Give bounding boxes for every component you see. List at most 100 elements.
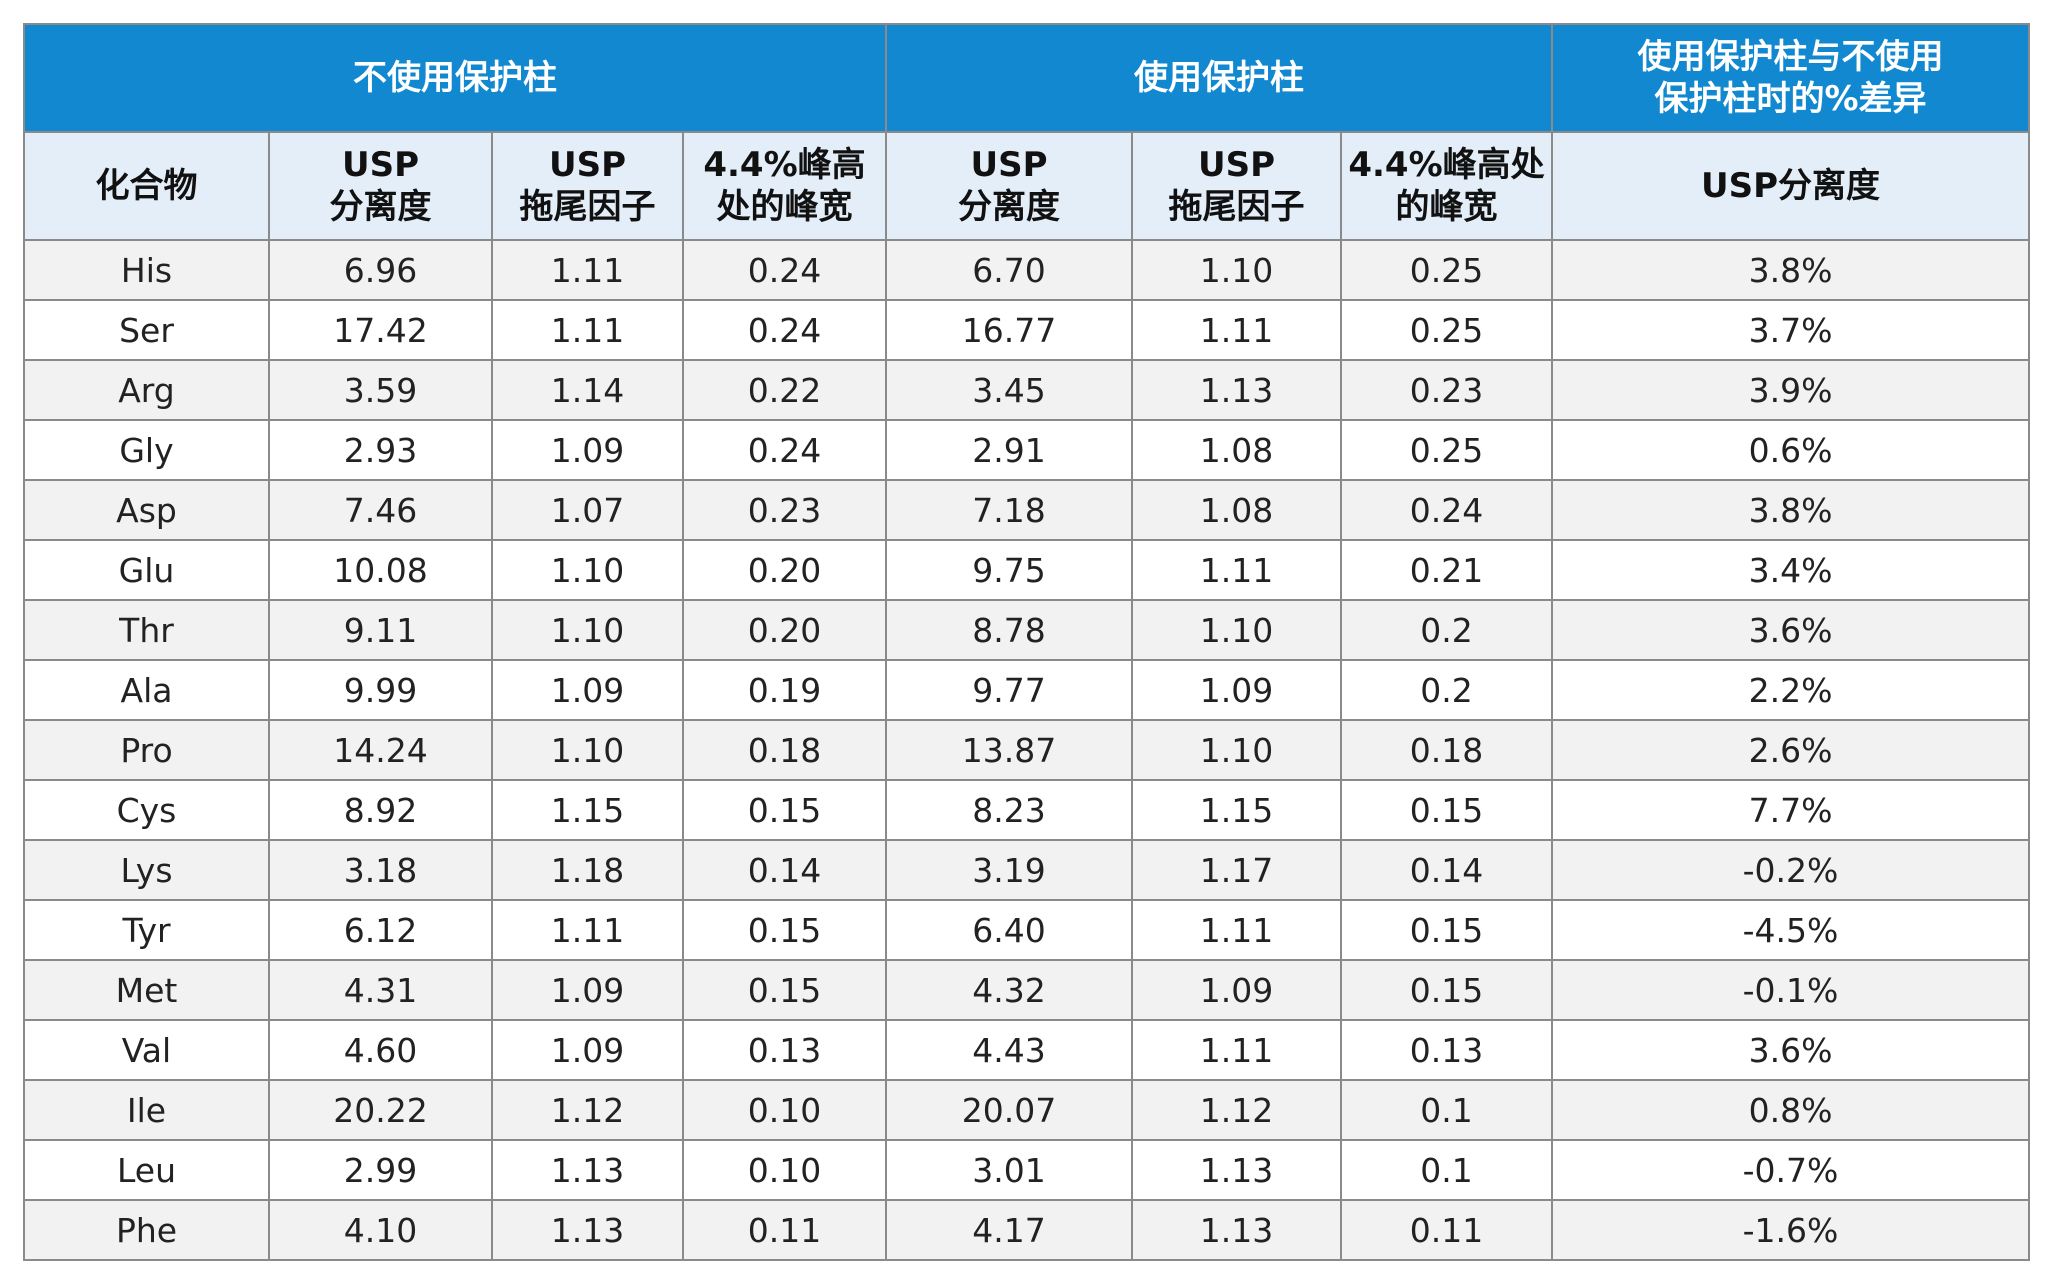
cell-compound: Met xyxy=(23,959,270,1021)
table-row: Lys 3.18 1.18 0.14 3.19 1.17 0.14 -0.2% xyxy=(23,839,2031,901)
column-header-peak-width-without: 4.4%峰高 处的峰宽 xyxy=(682,131,887,241)
cell-tailing-without: 1.10 xyxy=(491,539,684,601)
cell-resolution-difference: -4.5% xyxy=(1551,899,2031,961)
column-header-row: 化合物 USP 分离度 USP 拖尾因子 4.4%峰高 处的峰宽 USP 分离度… xyxy=(23,131,2031,241)
cell-resolution-with: 3.01 xyxy=(885,1139,1133,1201)
cell-tailing-with: 1.11 xyxy=(1131,1019,1342,1081)
cell-peak-width-without: 0.24 xyxy=(682,239,887,301)
cell-compound: Cys xyxy=(23,779,270,841)
cell-compound: Arg xyxy=(23,359,270,421)
cell-peak-width-without: 0.24 xyxy=(682,299,887,361)
cell-resolution-with: 9.75 xyxy=(885,539,1133,601)
cell-tailing-without: 1.13 xyxy=(491,1199,684,1261)
cell-peak-width-with: 0.24 xyxy=(1339,479,1554,541)
cell-peak-width-without: 0.23 xyxy=(682,479,887,541)
cell-resolution-with: 3.45 xyxy=(885,359,1133,421)
cell-resolution-with: 20.07 xyxy=(885,1079,1133,1141)
cell-resolution-difference: 7.7% xyxy=(1551,779,2031,841)
cell-tailing-without: 1.11 xyxy=(491,239,684,301)
table-row: Ile 20.22 1.12 0.10 20.07 1.12 0.1 0.8% xyxy=(23,1079,2031,1141)
cell-compound: Leu xyxy=(23,1139,270,1201)
cell-resolution-without: 8.92 xyxy=(268,779,493,841)
table-row: Thr 9.11 1.10 0.20 8.78 1.10 0.2 3.6% xyxy=(23,599,2031,661)
cell-resolution-difference: 2.6% xyxy=(1551,719,2031,781)
comparison-table: 不使用保护柱 使用保护柱 使用保护柱与不使用 保护柱时的%差异 化合物 USP … xyxy=(23,23,2031,1261)
cell-peak-width-with: 0.15 xyxy=(1339,959,1554,1021)
column-header-tailing-without: USP 拖尾因子 xyxy=(491,131,684,241)
cell-tailing-with: 1.13 xyxy=(1131,1139,1342,1201)
cell-peak-width-without: 0.13 xyxy=(682,1019,887,1081)
cell-compound: Ala xyxy=(23,659,270,721)
comparison-table-container: 不使用保护柱 使用保护柱 使用保护柱与不使用 保护柱时的%差异 化合物 USP … xyxy=(23,23,2031,1261)
cell-peak-width-without: 0.10 xyxy=(682,1139,887,1201)
cell-tailing-with: 1.13 xyxy=(1131,1199,1342,1261)
cell-resolution-difference: 0.6% xyxy=(1551,419,2031,481)
cell-resolution-difference: 0.8% xyxy=(1551,1079,2031,1141)
table-row: Asp 7.46 1.07 0.23 7.18 1.08 0.24 3.8% xyxy=(23,479,2031,541)
cell-peak-width-with: 0.11 xyxy=(1339,1199,1554,1261)
cell-resolution-with: 13.87 xyxy=(885,719,1133,781)
cell-peak-width-with: 0.1 xyxy=(1339,1079,1554,1141)
cell-peak-width-with: 0.18 xyxy=(1339,719,1554,781)
cell-tailing-with: 1.11 xyxy=(1131,539,1342,601)
cell-resolution-without: 3.59 xyxy=(268,359,493,421)
cell-resolution-difference: -0.1% xyxy=(1551,959,2031,1021)
cell-peak-width-with: 0.2 xyxy=(1339,659,1554,721)
cell-peak-width-with: 0.15 xyxy=(1339,779,1554,841)
cell-peak-width-with: 0.1 xyxy=(1339,1139,1554,1201)
table-row: Cys 8.92 1.15 0.15 8.23 1.15 0.15 7.7% xyxy=(23,779,2031,841)
cell-peak-width-without: 0.15 xyxy=(682,899,887,961)
cell-resolution-with: 2.91 xyxy=(885,419,1133,481)
cell-resolution-without: 9.99 xyxy=(268,659,493,721)
cell-compound: Pro xyxy=(23,719,270,781)
cell-compound: His xyxy=(23,239,270,301)
table-row: His 6.96 1.11 0.24 6.70 1.10 0.25 3.8% xyxy=(23,239,2031,301)
cell-resolution-with: 4.32 xyxy=(885,959,1133,1021)
cell-peak-width-without: 0.11 xyxy=(682,1199,887,1261)
table-row: Met 4.31 1.09 0.15 4.32 1.09 0.15 -0.1% xyxy=(23,959,2031,1021)
cell-tailing-with: 1.09 xyxy=(1131,659,1342,721)
cell-resolution-without: 6.96 xyxy=(268,239,493,301)
cell-tailing-without: 1.07 xyxy=(491,479,684,541)
cell-compound: Phe xyxy=(23,1199,270,1261)
cell-tailing-without: 1.18 xyxy=(491,839,684,901)
cell-tailing-with: 1.13 xyxy=(1131,359,1342,421)
cell-peak-width-without: 0.19 xyxy=(682,659,887,721)
table-row: Phe 4.10 1.13 0.11 4.17 1.13 0.11 -1.6% xyxy=(23,1199,2031,1261)
cell-peak-width-with: 0.25 xyxy=(1339,299,1554,361)
cell-resolution-with: 16.77 xyxy=(885,299,1133,361)
cell-compound: Lys xyxy=(23,839,270,901)
cell-tailing-without: 1.10 xyxy=(491,599,684,661)
cell-peak-width-without: 0.10 xyxy=(682,1079,887,1141)
cell-resolution-without: 6.12 xyxy=(268,899,493,961)
table-body: His 6.96 1.11 0.24 6.70 1.10 0.25 3.8% Ser 17.42 1… xyxy=(23,239,2031,1261)
cell-tailing-with: 1.10 xyxy=(1131,239,1342,301)
cell-peak-width-without: 0.15 xyxy=(682,959,887,1021)
column-header-resolution-without: USP 分离度 xyxy=(268,131,493,241)
cell-resolution-difference: 3.8% xyxy=(1551,239,2031,301)
cell-resolution-without: 9.11 xyxy=(268,599,493,661)
table-row: Val 4.60 1.09 0.13 4.43 1.11 0.13 3.6% xyxy=(23,1019,2031,1081)
cell-resolution-difference: 3.4% xyxy=(1551,539,2031,601)
cell-resolution-with: 8.23 xyxy=(885,779,1133,841)
cell-peak-width-without: 0.20 xyxy=(682,539,887,601)
cell-peak-width-with: 0.21 xyxy=(1339,539,1554,601)
cell-resolution-difference: -0.2% xyxy=(1551,839,2031,901)
cell-tailing-without: 1.11 xyxy=(491,899,684,961)
cell-compound: Gly xyxy=(23,419,270,481)
cell-resolution-with: 4.43 xyxy=(885,1019,1133,1081)
group-header-row: 不使用保护柱 使用保护柱 使用保护柱与不使用 保护柱时的%差异 xyxy=(23,23,2031,133)
cell-compound: Asp xyxy=(23,479,270,541)
cell-resolution-difference: 2.2% xyxy=(1551,659,2031,721)
cell-resolution-without: 4.60 xyxy=(268,1019,493,1081)
cell-compound: Thr xyxy=(23,599,270,661)
cell-resolution-difference: 3.7% xyxy=(1551,299,2031,361)
cell-tailing-with: 1.10 xyxy=(1131,599,1342,661)
cell-peak-width-without: 0.15 xyxy=(682,779,887,841)
cell-tailing-without: 1.09 xyxy=(491,959,684,1021)
cell-peak-width-with: 0.14 xyxy=(1339,839,1554,901)
table-row: Leu 2.99 1.13 0.10 3.01 1.13 0.1 -0.7% xyxy=(23,1139,2031,1201)
table-row: Gly 2.93 1.09 0.24 2.91 1.08 0.25 0.6% xyxy=(23,419,2031,481)
cell-resolution-with: 6.40 xyxy=(885,899,1133,961)
cell-peak-width-without: 0.20 xyxy=(682,599,887,661)
